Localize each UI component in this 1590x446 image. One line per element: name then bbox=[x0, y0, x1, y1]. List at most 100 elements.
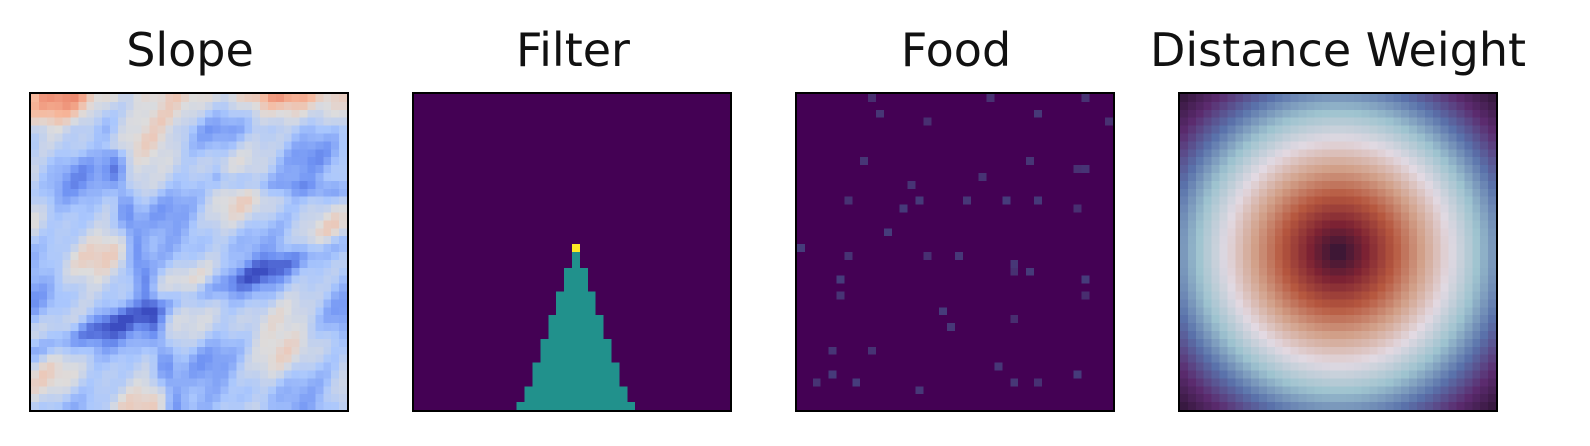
slope-cell bbox=[86, 212, 95, 221]
filter-cell bbox=[485, 165, 494, 174]
slope-cell bbox=[141, 165, 150, 174]
filter-cell bbox=[579, 267, 588, 276]
slope-cell bbox=[70, 212, 79, 221]
filter-cell bbox=[690, 291, 699, 300]
food-cell bbox=[1097, 299, 1106, 308]
slope-cell bbox=[291, 307, 300, 316]
slope-cell bbox=[339, 323, 347, 332]
food-cell bbox=[1026, 299, 1035, 308]
slope-cell bbox=[31, 204, 40, 213]
filter-cell bbox=[587, 212, 596, 221]
filter-cell bbox=[477, 157, 486, 166]
filter-cell bbox=[532, 228, 541, 237]
filter-cell bbox=[461, 173, 470, 182]
slope-cell bbox=[220, 157, 229, 166]
food-cell bbox=[883, 338, 892, 347]
food-cell bbox=[820, 378, 829, 387]
food-cell bbox=[820, 188, 829, 197]
slope-cell bbox=[244, 252, 253, 261]
filter-cell bbox=[485, 275, 494, 284]
distance-weight-cell bbox=[1448, 101, 1457, 110]
filter-cell bbox=[579, 204, 588, 213]
slope-cell bbox=[173, 244, 182, 253]
food-cell bbox=[1057, 370, 1066, 379]
slope-cell bbox=[125, 307, 134, 316]
food-cell bbox=[1081, 331, 1090, 340]
food-cell bbox=[828, 133, 837, 142]
food-cell bbox=[812, 275, 821, 284]
food-cell bbox=[962, 315, 971, 324]
filter-cell bbox=[579, 196, 588, 205]
slope-cell bbox=[204, 220, 213, 229]
filter-cell bbox=[421, 236, 430, 245]
slope-cell bbox=[268, 236, 277, 245]
filter-cell bbox=[414, 204, 423, 213]
food-cell bbox=[812, 196, 821, 205]
slope-cell bbox=[133, 188, 142, 197]
distance-weight-cell bbox=[1338, 109, 1347, 118]
slope-cell bbox=[62, 157, 71, 166]
slope-cell bbox=[339, 299, 347, 308]
slope-cell bbox=[189, 244, 198, 253]
food-cell bbox=[939, 133, 948, 142]
filter-cell bbox=[666, 117, 675, 126]
food-cell bbox=[939, 173, 948, 182]
slope-cell bbox=[236, 188, 245, 197]
food-cell bbox=[962, 307, 971, 316]
filter-cell bbox=[579, 354, 588, 363]
slope-cell bbox=[149, 275, 158, 284]
food-cell bbox=[1018, 101, 1027, 110]
slope-cell bbox=[204, 291, 213, 300]
filter-cell bbox=[722, 362, 730, 371]
slope-cell bbox=[173, 315, 182, 324]
slope-cell bbox=[70, 244, 79, 253]
food-cell bbox=[820, 331, 829, 340]
slope-cell bbox=[252, 244, 261, 253]
slope-cell bbox=[204, 125, 213, 134]
filter-cell bbox=[453, 331, 462, 340]
food-cell bbox=[1073, 94, 1082, 103]
filter-cell bbox=[469, 165, 478, 174]
filter-cell bbox=[485, 220, 494, 229]
food-cell bbox=[812, 188, 821, 197]
food-cell bbox=[1010, 267, 1019, 276]
distance-weight-cell bbox=[1432, 101, 1441, 110]
food-cell bbox=[1097, 370, 1106, 379]
food-cell bbox=[1073, 141, 1082, 150]
distance-weight-cell bbox=[1298, 101, 1307, 110]
slope-cell bbox=[173, 133, 182, 142]
filter-cell bbox=[524, 180, 533, 189]
filter-cell bbox=[414, 149, 423, 158]
food-cell bbox=[820, 109, 829, 118]
slope-cell bbox=[196, 307, 205, 316]
food-cell bbox=[876, 346, 885, 355]
slope-cell bbox=[62, 323, 71, 332]
slope-cell bbox=[141, 307, 150, 316]
food-cell bbox=[962, 275, 971, 284]
filter-cell bbox=[579, 236, 588, 245]
slope-cell bbox=[244, 101, 253, 110]
food-cell bbox=[923, 338, 932, 347]
slope-cell bbox=[54, 228, 63, 237]
distance-weight-cell bbox=[1488, 101, 1496, 110]
slope-cell bbox=[283, 394, 292, 403]
slope-cell bbox=[228, 291, 237, 300]
filter-cell bbox=[421, 109, 430, 118]
food-cell bbox=[852, 259, 861, 268]
slope-cell bbox=[181, 149, 190, 158]
distance-weight-cell bbox=[1243, 101, 1252, 110]
slope-cell bbox=[110, 173, 119, 182]
food-cell bbox=[812, 402, 821, 410]
filter-cell bbox=[698, 125, 707, 134]
filter-cell bbox=[627, 165, 636, 174]
slope-cell bbox=[86, 220, 95, 229]
food-cell bbox=[860, 394, 869, 403]
slope-cell bbox=[54, 307, 63, 316]
slope-cell bbox=[236, 362, 245, 371]
slope-cell bbox=[323, 125, 332, 134]
food-cell bbox=[868, 338, 877, 347]
slope-cell bbox=[78, 291, 87, 300]
food-cell bbox=[1018, 109, 1027, 118]
filter-cell bbox=[461, 315, 470, 324]
slope-cell bbox=[244, 275, 253, 284]
